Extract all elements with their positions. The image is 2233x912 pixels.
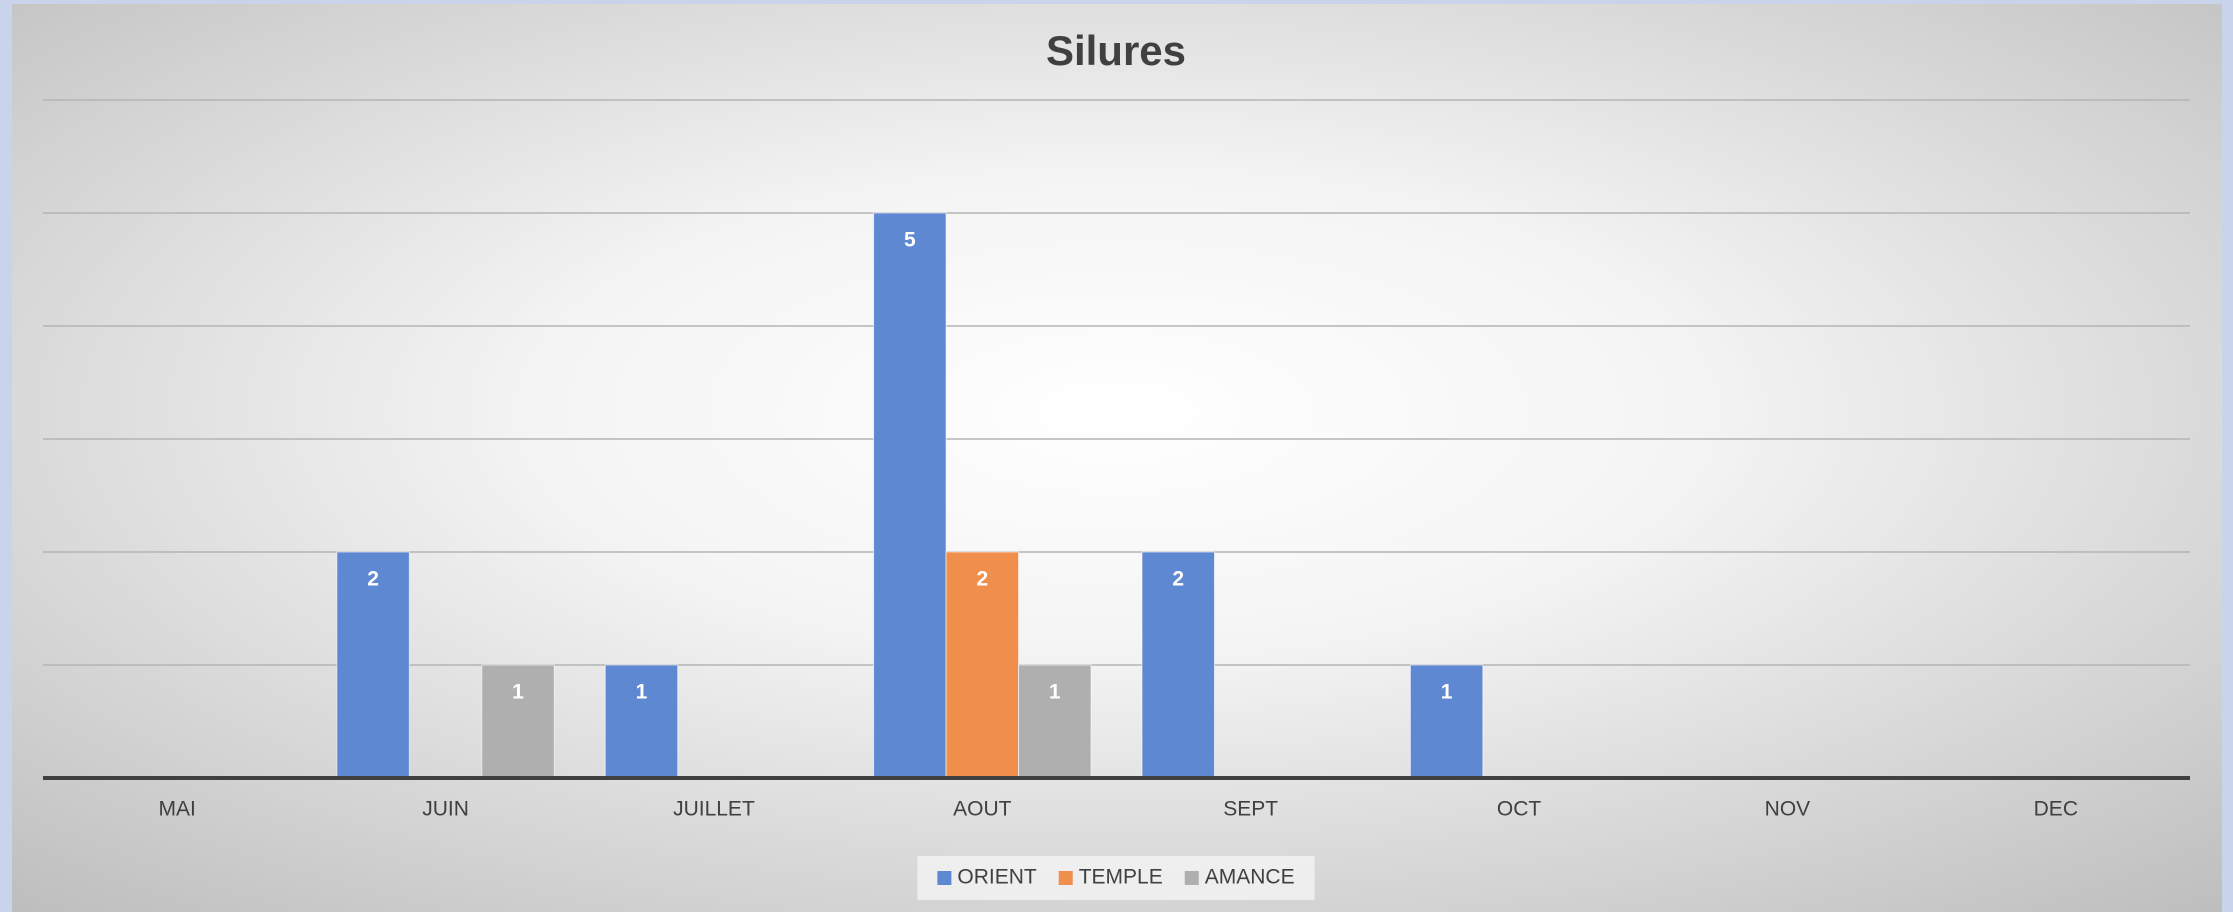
bar xyxy=(1018,664,1092,779)
legend-swatch xyxy=(1058,871,1073,885)
bar xyxy=(945,551,1020,779)
data-label: 1 xyxy=(1049,681,1061,704)
data-label: 2 xyxy=(1172,568,1184,591)
legend-label: AMANCE xyxy=(1205,866,1295,889)
x-tick-label: JUILLET xyxy=(673,798,755,821)
data-label: 2 xyxy=(367,568,379,591)
bar xyxy=(336,551,410,779)
x-tick-label: AOUT xyxy=(953,798,1012,821)
legend-swatch xyxy=(937,871,952,885)
data-label: 1 xyxy=(1441,681,1453,704)
x-tick-label: DEC xyxy=(2034,798,2078,821)
bar xyxy=(1409,664,1484,779)
x-tick-label: SEPT xyxy=(1223,798,1278,821)
legend-box xyxy=(917,856,1315,900)
data-label: 1 xyxy=(636,681,648,704)
data-label: 2 xyxy=(976,568,988,591)
bar xyxy=(873,212,947,779)
data-label: 5 xyxy=(904,229,916,252)
x-tick-label: NOV xyxy=(1765,798,1811,821)
data-label: 1 xyxy=(512,681,524,704)
x-tick-label: MAI xyxy=(159,798,196,821)
bar xyxy=(1141,551,1215,779)
x-tick-label: JUIN xyxy=(422,798,469,821)
bar xyxy=(481,664,555,779)
x-tick-label: OCT xyxy=(1497,798,1542,821)
legend-label: ORIENT xyxy=(957,866,1037,889)
legend-swatch xyxy=(1184,871,1199,885)
legend-label: TEMPLE xyxy=(1079,866,1163,889)
chart-title: Silures xyxy=(1046,27,1186,74)
legend: ORIENT TEMPLE AMANCE xyxy=(917,856,1315,900)
